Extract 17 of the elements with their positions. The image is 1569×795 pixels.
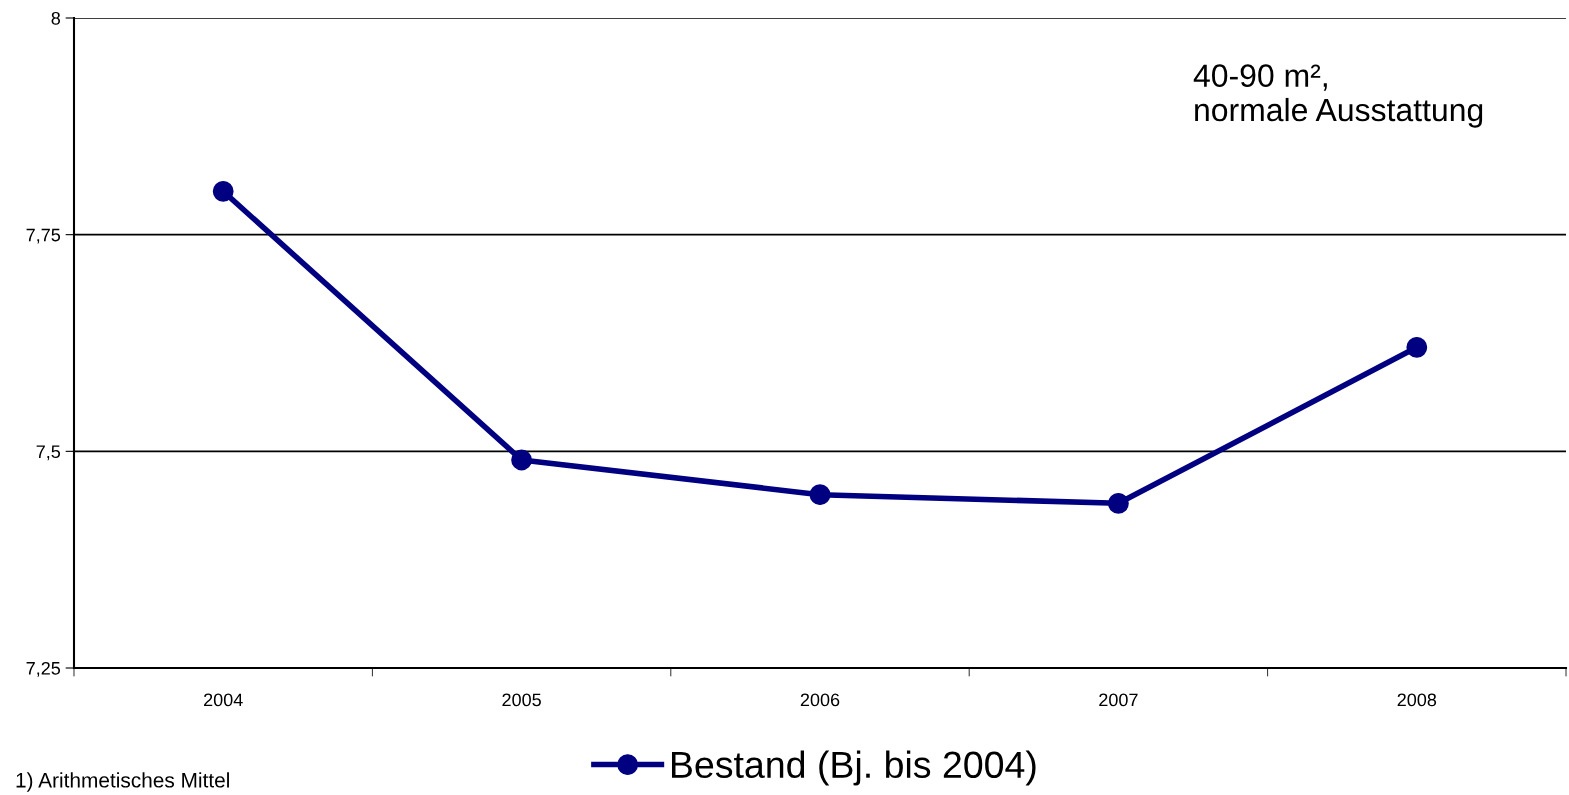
- point: [212, 180, 234, 202]
- x-tick-label: 2006: [800, 693, 840, 707]
- point: [511, 449, 533, 471]
- x-tick-label: 2007: [1099, 693, 1138, 707]
- legend-label: Bestand (Bj. bis 2004): [671, 750, 1036, 786]
- x-tick-label: 2008: [1397, 693, 1437, 707]
- x-tick-label: 2004: [204, 693, 243, 707]
- y-tick-label: 7,5: [36, 445, 61, 461]
- text: 1) Arithmetisches Mittel: [16, 772, 229, 792]
- point: [809, 484, 831, 506]
- x-tick-label: 2005: [502, 693, 541, 707]
- y-tick-label: 7,75: [26, 228, 61, 244]
- point: [1406, 336, 1428, 358]
- y-tick-label: 8: [51, 11, 61, 25]
- y-tick-label: 7,25: [26, 661, 61, 677]
- point: [1107, 492, 1129, 514]
- annotation: 40-90 m², normale Ausstattung: [1193, 64, 1483, 128]
